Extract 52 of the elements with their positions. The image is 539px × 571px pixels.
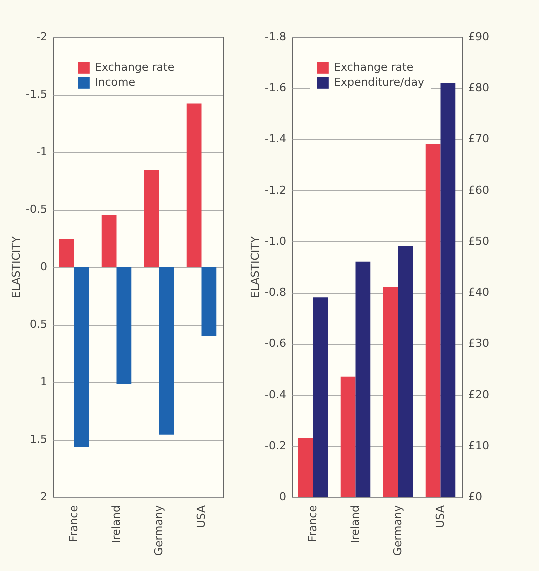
y-axis-title: ELASTICITY [10, 236, 24, 299]
legend-label: Income [95, 76, 136, 89]
x-tick-label: Ireland [348, 506, 362, 544]
y2-tick-label: £80 [468, 82, 490, 95]
legend-label: Expenditure/day [334, 76, 425, 89]
x-tick-label: Ireland [110, 506, 123, 544]
y2-tick-label: £10 [468, 439, 490, 452]
y-tick-label: -1.5 [26, 88, 48, 101]
x-tick-label: Germany [152, 505, 166, 556]
y-tick-label: -0.4 [265, 388, 286, 402]
legend-label: Exchange rate [95, 61, 175, 74]
y-tick-label: 0 [40, 260, 48, 274]
bar [159, 267, 174, 435]
x-tick-label: USA [194, 505, 208, 528]
bar [202, 267, 217, 336]
y-tick-label: -1 [36, 146, 48, 158]
bar [186, 104, 202, 267]
x-tick-label: USA [434, 505, 447, 528]
x-tick-label: France [306, 505, 320, 542]
bar [116, 267, 132, 384]
y-tick-label: -1.2 [265, 184, 286, 197]
bar [74, 267, 90, 448]
y-tick-label: 0.5 [30, 318, 48, 331]
y-tick-label: -0.8 [265, 286, 286, 300]
y2-tick-label: £50 [468, 234, 490, 248]
bar [313, 298, 328, 497]
x-tick-label: France [67, 505, 80, 542]
y-axis-title: ELASTICITY [249, 236, 262, 299]
y-tick-label: 1.5 [30, 433, 48, 446]
y-tick-label: -1.4 [265, 132, 286, 146]
y-tick-label: 1 [40, 376, 48, 388]
y-tick-label: -1.8 [265, 30, 286, 44]
y2-tick-label: £70 [468, 132, 490, 146]
bar [102, 215, 117, 267]
y2-tick-label: £90 [468, 30, 490, 44]
y-tick-label: -1.0 [265, 234, 286, 248]
y-tick-label: -0.6 [265, 337, 286, 350]
y2-tick-label: £60 [468, 184, 490, 197]
y-tick-label: 0 [280, 490, 286, 504]
bar [144, 170, 160, 267]
bar [59, 239, 74, 267]
y2-tick-label: £0 [468, 490, 482, 504]
y-tick-label: -0.5 [26, 203, 48, 216]
y-tick-label: 2 [40, 490, 48, 504]
y-tick-label: -0.2 [265, 439, 286, 452]
y-tick-label: -1.6 [265, 82, 286, 95]
y-tick-label: -2 [36, 30, 48, 44]
y2-tick-label: £20 [468, 388, 490, 402]
x-tick-label: Germany [391, 505, 404, 556]
legend-label: Exchange rate [334, 61, 414, 74]
y2-tick-label: £40 [468, 286, 490, 300]
y2-tick-label: £30 [468, 337, 490, 350]
